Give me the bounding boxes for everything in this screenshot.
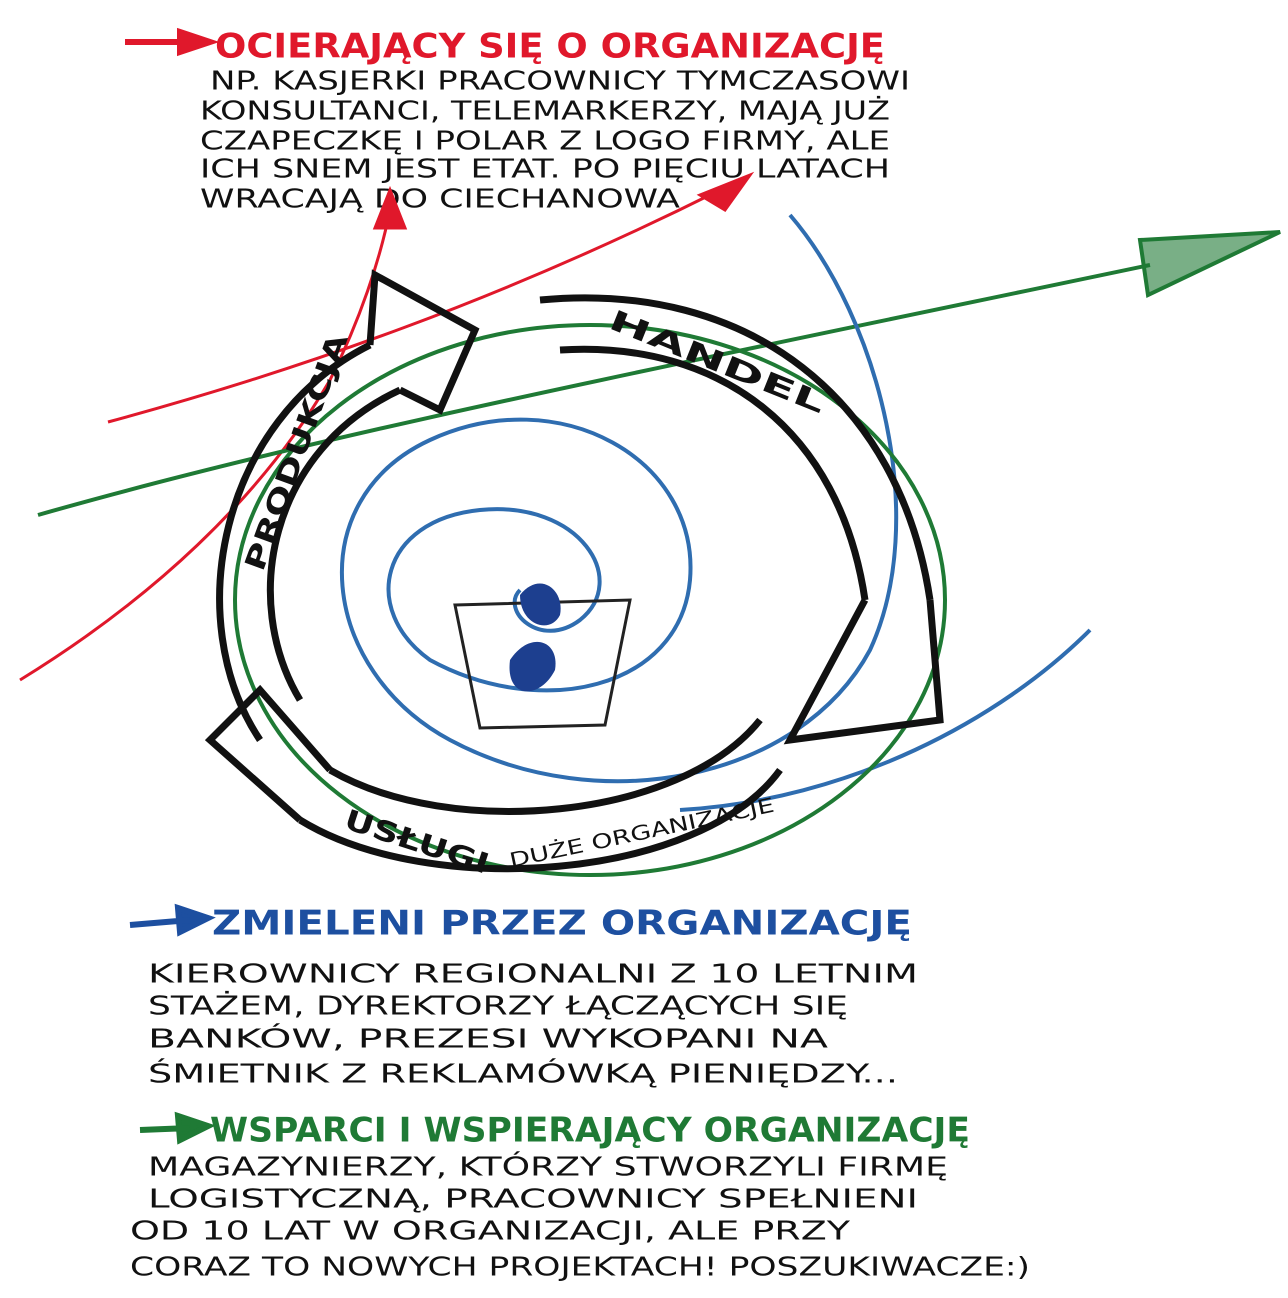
green-line: LOGISTYCZNĄ, PRACOWNICY SPEŁNIENI — [148, 1185, 918, 1215]
diagram: OCIERAJĄCY SIĘ O ORGANIZACJĘ NP. KASJERK… — [0, 0, 1288, 1298]
blue-line: STAŻEM, DYREKTORZY ŁĄCZĄCYCH SIĘ — [148, 990, 848, 1022]
blue-line: BANKÓW, PREZESI WYKOPANI NA — [148, 1023, 828, 1055]
red-arrow — [125, 32, 210, 52]
green-line: MAGAZYNIERZY, KTÓRZY STWORZYLI FIRMĘ — [148, 1151, 948, 1183]
red-line: ICH SNEM JEST ETAT. PO PIĘCIU LATACH — [200, 155, 890, 185]
cycle-label: DUŻE ORGANIZACJE — [507, 793, 776, 873]
red-line: KONSULTANCI, TELEMARKERZY, MAJĄ JUŻ — [200, 95, 890, 127]
red-line: CZAPECZKĘ I POLAR Z LOGO FIRMY, ALE — [200, 127, 890, 157]
red-line: NP. KASJERKI PRACOWNICY TYMCZASOWI — [210, 67, 910, 97]
basket — [455, 584, 630, 728]
green-line: OD 10 LAT W ORGANIZACJI, ALE PRZY — [130, 1217, 850, 1247]
green-arrow — [38, 232, 1280, 515]
blue-arrow — [130, 908, 208, 932]
green-line: CORAZ TO NOWYCH PROJEKTACH! POSZUKIWACZE… — [130, 1253, 1030, 1283]
blue-line: ŚMIETNIK Z REKLAMÓWKĄ PIENIĘDZY... — [148, 1058, 898, 1090]
blue-line: KIEROWNICY REGIONALNI Z 10 LETNIM — [148, 960, 918, 990]
page: OCIERAJĄCY SIĘ O ORGANIZACJĘ NP. KASJERK… — [0, 0, 1288, 1298]
red-title: OCIERAJĄCY SIĘ O ORGANIZACJĘ — [215, 27, 885, 67]
green-heading-arrow — [140, 1116, 208, 1140]
blue-title: ZMIELENI PRZEZ ORGANIZACJĘ — [212, 904, 912, 944]
cycle-label: USŁUGI — [340, 803, 493, 881]
green-title: WSPARCI I WSPIERAJĄCY ORGANIZACJĘ — [210, 1111, 970, 1151]
red-line: WRACAJĄ DO CIECHANOWA — [200, 185, 680, 215]
blue-spiral — [342, 215, 1090, 810]
